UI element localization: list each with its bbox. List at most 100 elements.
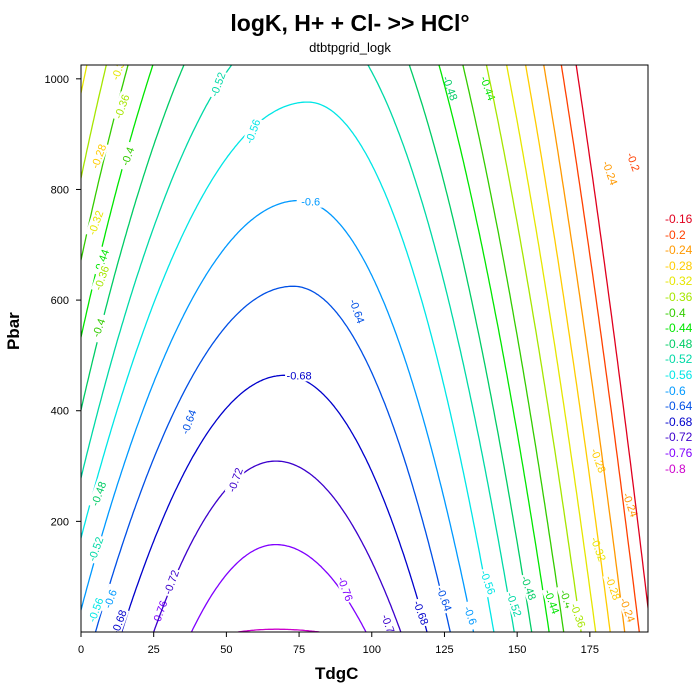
x-tick-label: 50 — [220, 644, 232, 656]
y-tick-label: 600 — [51, 295, 69, 307]
contour-label: -0.48 — [89, 480, 109, 508]
contour-label: -0.52 — [209, 71, 229, 99]
contour-label: -0.56 — [477, 569, 497, 597]
y-tick-label: 400 — [51, 406, 69, 418]
contour-label-bg — [207, 69, 229, 100]
contour-label: -0.36 — [113, 93, 133, 121]
contour-label: -0.36 — [567, 602, 587, 630]
contour-label-bg — [477, 567, 499, 598]
contour-line-14 — [543, 65, 626, 632]
contour-label: -0.4 — [120, 146, 138, 168]
contour-label-bg — [620, 489, 641, 520]
contour-label-bg — [503, 589, 525, 620]
legend-entry: -0.44 — [665, 321, 693, 336]
legend-entry: -0.56 — [665, 367, 693, 382]
contour-label-bg — [88, 312, 109, 343]
contour-label-bg — [88, 478, 109, 509]
legend-entry: -0.68 — [665, 414, 693, 429]
legend-entry: -0.76 — [665, 445, 693, 460]
contour-label-bg — [85, 533, 106, 565]
contour-line-8 — [81, 65, 533, 632]
contour-label: -0.48 — [518, 574, 538, 602]
contour-line-0 — [237, 628, 320, 632]
contour-label-bg — [99, 583, 121, 615]
contour-label: -0.68 — [287, 370, 312, 382]
contour-label-bg — [567, 600, 589, 631]
x-tick-label: 125 — [435, 644, 453, 656]
legend-entry: -0.2 — [665, 227, 686, 242]
contour-line-5 — [81, 199, 475, 632]
contour-label-bg — [346, 295, 368, 327]
contour-line-6 — [81, 101, 495, 632]
y-tick-label: 200 — [51, 516, 69, 528]
legend-entry: -0.48 — [665, 336, 693, 351]
legend-entry: -0.8 — [665, 461, 686, 476]
contour-label-bg — [460, 600, 482, 631]
contour-label-bg — [588, 533, 609, 565]
contour-label-bg — [224, 464, 246, 496]
contour-label: -0.52 — [87, 536, 107, 564]
contour-label-bg — [242, 116, 263, 147]
contour-line-12 — [81, 65, 597, 632]
contour-label-bg — [617, 594, 639, 626]
x-tick-label: 75 — [293, 644, 305, 656]
legend-entry: -0.52 — [665, 352, 693, 367]
contour-line-13 — [524, 65, 611, 632]
legend-entry: -0.6 — [665, 383, 686, 398]
contour-line-16 — [575, 65, 648, 613]
contour-label: -0.24 — [617, 596, 637, 624]
contour-label: -0.68 — [410, 599, 430, 627]
legend-entry: -0.32 — [665, 274, 693, 289]
x-tick-label: 25 — [148, 644, 160, 656]
contour-label: -0.56 — [244, 118, 264, 146]
contour-label-bg — [90, 262, 112, 294]
legend-entry: -0.16 — [665, 212, 693, 226]
contour-label: -0.64 — [180, 408, 200, 436]
contour-label-bg — [160, 567, 182, 598]
contour-label-bg — [149, 597, 170, 628]
contour-line-1 — [190, 543, 367, 632]
contour-lines: -0.76-0.76-0.72-0.72-0.72-0.68-0.68-0.68… — [81, 65, 648, 632]
contour-label-bg — [434, 583, 455, 615]
x-tick-label: 175 — [581, 644, 599, 656]
contour-label-bg — [88, 141, 109, 172]
legend-entry: -0.36 — [665, 289, 693, 304]
contour-label-bg — [623, 146, 644, 178]
contour-line-4 — [94, 285, 451, 632]
contour-label: -0.52 — [503, 591, 523, 619]
contour-label-bg — [285, 369, 314, 382]
y-tick-label: 800 — [51, 184, 69, 196]
x-tick-label: 0 — [78, 644, 84, 656]
legend-entry: -0.4 — [665, 305, 686, 320]
contour-label: -0.44 — [477, 75, 497, 103]
legend-entry: -0.24 — [665, 243, 693, 258]
contour-label: -0.28 — [89, 143, 109, 171]
contour-line-10 — [81, 65, 565, 632]
contour-label-bg — [85, 594, 106, 626]
y-tick-label: 1000 — [45, 74, 69, 86]
legend-entry: -0.72 — [665, 430, 693, 445]
contour-label: -0.6 — [301, 197, 320, 209]
contour-label-bg — [410, 597, 432, 628]
plot-frame — [80, 64, 649, 633]
y-axis-title: Pbar — [4, 312, 23, 350]
contour-legend: -0.16 -0.2 -0.24 -0.28 -0.32 -0.36 -0.4 -0.44 -0… — [665, 212, 692, 477]
contour-label-bg — [378, 611, 400, 632]
contour-label-bg — [108, 65, 130, 83]
x-axis-title: TdgC — [315, 664, 359, 683]
contour-label-bg — [111, 91, 133, 122]
contour-label-bg — [439, 73, 461, 104]
contour-label: -0.64 — [346, 298, 366, 326]
x-tick-label: 150 — [508, 644, 526, 656]
contour-label-bg — [602, 572, 624, 603]
contour-line-11 — [81, 65, 582, 632]
contour-label: -0.72 — [226, 466, 246, 494]
contour-label-bg — [117, 141, 138, 172]
contour-label: -0.76 — [335, 575, 355, 603]
contour-label: -0.6 — [461, 605, 479, 627]
legend-entry: -0.64 — [665, 399, 693, 414]
contour-label: -0.32 — [87, 209, 107, 237]
chart-title: logK, H+ + Cl- >> HCl° — [230, 10, 470, 36]
